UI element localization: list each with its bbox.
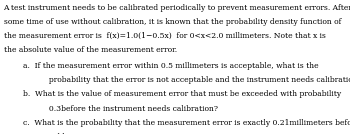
Text: probability that the error is not acceptable and the instrument needs calibratio: probability that the error is not accept… — [37, 76, 350, 84]
Text: c.  What is the probability that the measurement error is exactly 0.21millimeter: c. What is the probability that the meas… — [23, 119, 350, 127]
Text: A test instrument needs to be calibrated periodically to prevent measurement err: A test instrument needs to be calibrated… — [4, 4, 350, 12]
Text: 0.3before the instrument needs calibration?: 0.3before the instrument needs calibrati… — [37, 105, 218, 113]
Text: some time of use without calibration, it is known that the probability density f: some time of use without calibration, it… — [4, 18, 341, 26]
Text: calibration?: calibration? — [37, 133, 94, 134]
Text: the absolute value of the measurement error.: the absolute value of the measurement er… — [4, 46, 177, 54]
Text: the measurement error is  f(x)=1.0(1−0.5x)  for 0<x<2.0 millimeters. Note that x: the measurement error is f(x)=1.0(1−0.5x… — [4, 32, 326, 40]
Text: b.  What is the value of measurement error that must be exceeded with probabilit: b. What is the value of measurement erro… — [23, 90, 341, 98]
Text: a.  If the measurement error within 0.5 millimeters is acceptable, what is the: a. If the measurement error within 0.5 m… — [23, 62, 318, 70]
